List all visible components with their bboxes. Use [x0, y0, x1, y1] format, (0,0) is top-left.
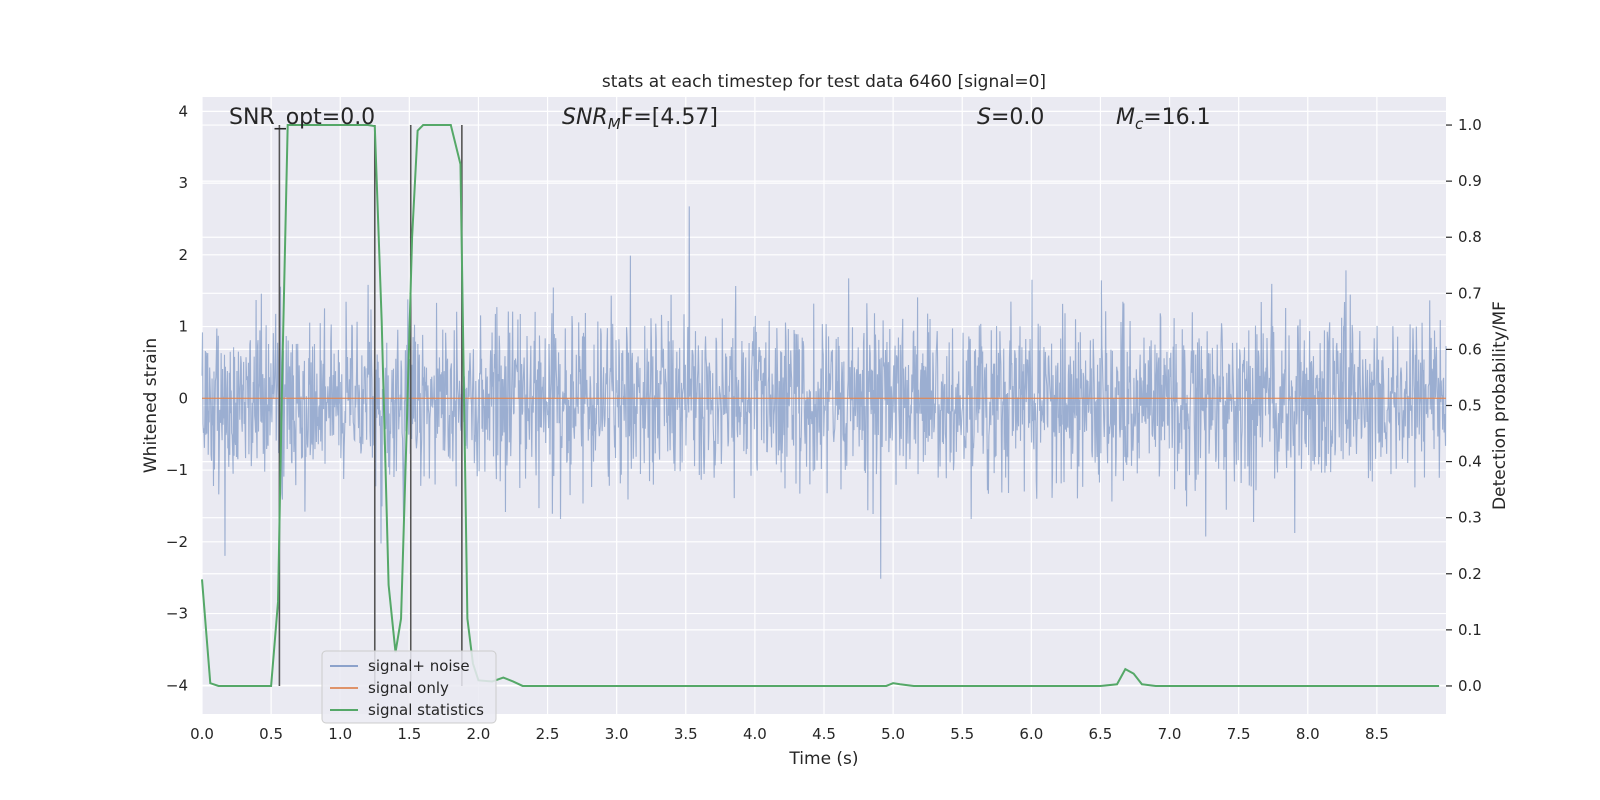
y2-tick-label: 0.1 [1458, 621, 1482, 639]
y2-tick-label: 0.8 [1458, 228, 1482, 246]
annotation-subscript: M [608, 115, 621, 133]
x-tick-label: 8.5 [1365, 725, 1389, 743]
annotation-symbol: S [977, 105, 991, 130]
signal-noise-line [201, 206, 1447, 579]
x-axis-label: Time (s) [788, 749, 858, 769]
y2-tick-label: 1.0 [1458, 116, 1482, 134]
x-tick-label: 2.5 [536, 725, 560, 743]
y-tick-label: −1 [166, 461, 188, 479]
annotation-text: S=0.0 [977, 105, 1044, 130]
y2-tick-label: 0.6 [1458, 340, 1482, 358]
y-tick-label: −3 [166, 605, 188, 623]
x-tick-label: 3.0 [605, 725, 629, 743]
annotation-text: SNRMF=[4.57] [562, 105, 718, 133]
annotation-suffix: F=[4.57] [621, 105, 718, 130]
legend-label: signal only [368, 679, 449, 697]
annotation-text: Mc=16.1 [1116, 105, 1211, 133]
statistics-series [201, 124, 1440, 687]
y2-tick-label: 0.9 [1458, 172, 1482, 190]
annotation-symbol: M [1116, 105, 1135, 130]
x-tick-label: 1.5 [397, 725, 421, 743]
x-tick-label: 5.5 [950, 725, 974, 743]
annotations: SNR_opt=0.0 SNRMF=[4.57] S=0.0 Mc=16.1 [229, 105, 1211, 133]
annotation-suffix: =0.0 [991, 105, 1044, 130]
y-tick-label: −4 [166, 676, 188, 694]
y-tick-label: 4 [178, 102, 188, 120]
x-tick-label: 6.5 [1089, 725, 1113, 743]
x-tick-label: 4.5 [812, 725, 836, 743]
y2-tick-label: 0.0 [1458, 677, 1482, 695]
y-axis-label: Whitened strain [141, 338, 161, 473]
x-tick-label: 7.5 [1227, 725, 1251, 743]
annotation-subscript: c [1135, 115, 1144, 133]
x-tick-label: 2.0 [467, 725, 491, 743]
x-tick-label: 4.0 [743, 725, 767, 743]
annotation-plain: SNR_opt=0.0 [229, 105, 375, 130]
legend-label: signal+ noise [368, 657, 470, 675]
x-tick-label: 5.0 [881, 725, 905, 743]
annotation-suffix: =16.1 [1143, 105, 1210, 130]
y2-tick-label: 0.7 [1458, 284, 1482, 302]
x-tick-label: 1.0 [328, 725, 352, 743]
y2-tick-label: 0.5 [1458, 397, 1482, 415]
y2-tick-label: 0.4 [1458, 453, 1482, 471]
x-tick-label: 0.0 [190, 725, 214, 743]
y2-tick-label: 0.2 [1458, 565, 1482, 583]
x-tick-label: 3.5 [674, 725, 698, 743]
ticks: 0.0 0.5 1.0 1.5 2.0 2.5 3.0 3.5 4.0 4.5 5.0 5.5 6.0 6… [166, 102, 1482, 743]
legend: signal+ noise signal only signal statistic… [321, 650, 497, 724]
noise-series [201, 206, 1447, 579]
x-tick-label: 0.5 [259, 725, 283, 743]
legend-box [321, 650, 497, 724]
annotation-text: SNR_opt=0.0 [229, 105, 375, 130]
signal-statistics-line [201, 124, 1440, 687]
y-tick-label: 3 [178, 174, 188, 192]
x-tick-label: 7.0 [1158, 725, 1182, 743]
y2-axis-label: Detection probability/MF [1490, 301, 1510, 510]
y2-tick-label: 0.3 [1458, 509, 1482, 527]
annotation-symbol: SNR [562, 105, 608, 130]
y-tick-label: 2 [178, 246, 188, 264]
y-tick-label: −2 [166, 533, 188, 551]
x-tick-label: 8.0 [1296, 725, 1320, 743]
chart-title: stats at each timestep for test data 646… [602, 72, 1046, 92]
y-tick-label: 0 [178, 389, 188, 407]
y-tick-label: 1 [178, 318, 188, 336]
x-tick-label: 6.0 [1019, 725, 1043, 743]
legend-label: signal statistics [368, 701, 484, 719]
